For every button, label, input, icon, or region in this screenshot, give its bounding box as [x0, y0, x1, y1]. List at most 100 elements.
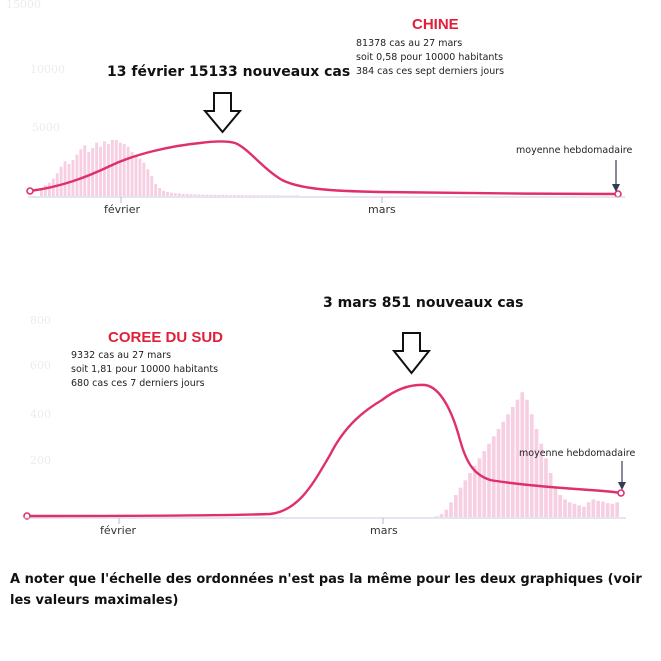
- china-peak-annotation: 13 février 15133 nouveaux cas: [107, 64, 350, 80]
- korea-bar: [449, 502, 453, 517]
- china-bar: [118, 142, 122, 196]
- china-bar: [181, 194, 185, 196]
- korea-weekly-average-line: [26, 383, 622, 518]
- korea-bar: [482, 451, 487, 517]
- china-bar: [173, 193, 177, 196]
- korea-bar: [534, 429, 539, 517]
- korea-info-line-3: 680 cas ces 7 derniers jours: [71, 378, 205, 389]
- china-bar: [71, 160, 75, 196]
- china-bar: [162, 190, 165, 196]
- china-bar: [189, 194, 193, 196]
- korea-bar: [586, 502, 591, 517]
- china-title: CHINE: [412, 16, 459, 33]
- korea-daily-bars: [435, 392, 619, 517]
- korea-bar: [548, 473, 553, 517]
- china-bar: [292, 195, 295, 196]
- korea-bar: [468, 473, 472, 517]
- china-bar: [166, 192, 169, 196]
- china-bar: [260, 195, 264, 196]
- china-bar: [272, 195, 276, 196]
- korea-bar: [563, 499, 567, 517]
- korea-bar: [501, 421, 506, 517]
- china-weekly-average-line: [29, 140, 619, 196]
- korea-bar: [463, 480, 468, 517]
- china-bar: [237, 195, 240, 196]
- china-x-label-mars: mars: [368, 203, 396, 216]
- korea-bar: [515, 399, 520, 517]
- korea-bar: [472, 465, 477, 517]
- korea-bar: [605, 503, 610, 517]
- china-bar: [209, 194, 213, 196]
- china-bar: [193, 194, 197, 196]
- china-bar: [264, 195, 268, 196]
- korea-bar: [596, 500, 600, 517]
- china-avg-label: moyenne hebdomadaire: [516, 145, 632, 156]
- korea-bar: [529, 414, 534, 517]
- china-bar: [229, 195, 232, 196]
- korea-bar: [577, 505, 581, 517]
- china-bar: [268, 195, 272, 196]
- china-start-marker: [26, 187, 34, 195]
- china-bar: [248, 195, 252, 196]
- korea-bar: [539, 443, 544, 517]
- korea-bar: [601, 501, 605, 517]
- china-bar: [244, 195, 248, 196]
- china-x-label-fevrier: février: [104, 203, 140, 216]
- china-bar: [91, 148, 95, 196]
- china-bar: [240, 195, 244, 196]
- china-bar: [122, 144, 126, 196]
- china-bar: [110, 140, 114, 196]
- china-bar: [114, 140, 118, 196]
- china-bar: [233, 195, 236, 196]
- korea-bar: [506, 414, 510, 517]
- korea-bar: [510, 407, 515, 517]
- china-bar: [79, 149, 83, 196]
- china-bar: [126, 146, 130, 196]
- china-info-line-2: soit 0,58 pour 10000 habitants: [356, 52, 503, 63]
- china-bar: [75, 154, 79, 196]
- korea-avg-arrow-icon: [618, 482, 626, 490]
- china-bar: [296, 195, 299, 196]
- china-chart: 15000 10000 5000 février mars 13 février…: [6, 0, 632, 216]
- china-avg-arrow-icon: [612, 184, 620, 192]
- korea-bar: [458, 487, 463, 517]
- china-bar: [83, 145, 87, 196]
- china-bar: [256, 195, 260, 196]
- china-bar: [40, 188, 43, 196]
- korea-bar: [572, 503, 577, 517]
- china-bar: [225, 194, 229, 196]
- korea-info-line-2: soit 1,81 pour 10000 habitants: [71, 364, 218, 375]
- china-bar: [284, 195, 288, 196]
- china-bar: [63, 161, 67, 196]
- korea-title: COREE DU SUD: [108, 329, 223, 346]
- korea-chart: 800 600 400 200 février mars 3 mars 851 …: [23, 295, 635, 537]
- korea-bar: [525, 399, 529, 517]
- korea-bar: [615, 502, 619, 517]
- china-bar: [205, 194, 209, 196]
- china-bar: [252, 195, 256, 196]
- korea-bar: [582, 506, 586, 517]
- china-bar: [150, 176, 154, 196]
- china-bar: [170, 192, 173, 196]
- korea-bar: [477, 458, 482, 517]
- china-bar: [280, 195, 284, 196]
- china-info-line-3: 384 cas ces sept derniers jours: [356, 66, 504, 77]
- korea-peak-annotation: 3 mars 851 nouveaux cas: [323, 295, 523, 311]
- china-bar: [67, 164, 71, 196]
- china-ghost-tick-1: 15000: [6, 0, 41, 11]
- china-bar: [185, 194, 189, 196]
- china-bar: [107, 144, 110, 196]
- china-bar: [134, 156, 138, 196]
- china-bar: [288, 195, 292, 196]
- korea-peak-arrow-icon: [391, 332, 432, 375]
- korea-x-label-mars: mars: [370, 524, 398, 537]
- china-bar: [276, 195, 280, 196]
- china-peak-arrow-icon: [202, 92, 243, 134]
- china-bar: [47, 182, 51, 196]
- china-bar: [43, 185, 47, 196]
- china-bar: [221, 194, 225, 196]
- china-bar: [217, 194, 221, 196]
- korea-avg-label: moyenne hebdomadaire: [519, 448, 635, 459]
- china-bar: [95, 142, 99, 196]
